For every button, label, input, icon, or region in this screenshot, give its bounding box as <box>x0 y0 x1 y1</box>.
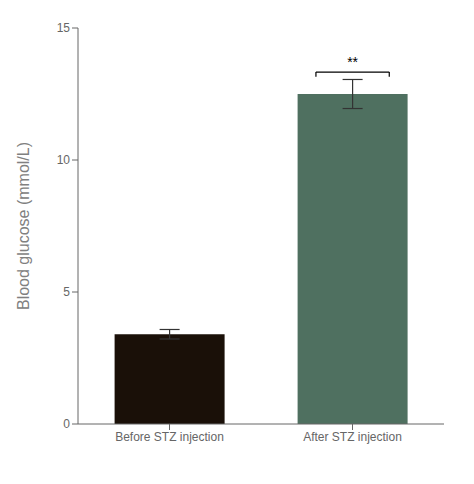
svg-text:Blood glucose (mmol/L): Blood glucose (mmol/L) <box>15 142 32 310</box>
svg-text:5: 5 <box>63 285 70 299</box>
svg-text:Before STZ injection: Before STZ injection <box>115 430 224 444</box>
svg-text:15: 15 <box>57 21 71 35</box>
svg-text:After STZ injection: After STZ injection <box>303 430 402 444</box>
svg-text:**: ** <box>347 54 358 70</box>
svg-text:10: 10 <box>57 153 71 167</box>
svg-text:0: 0 <box>63 417 70 431</box>
